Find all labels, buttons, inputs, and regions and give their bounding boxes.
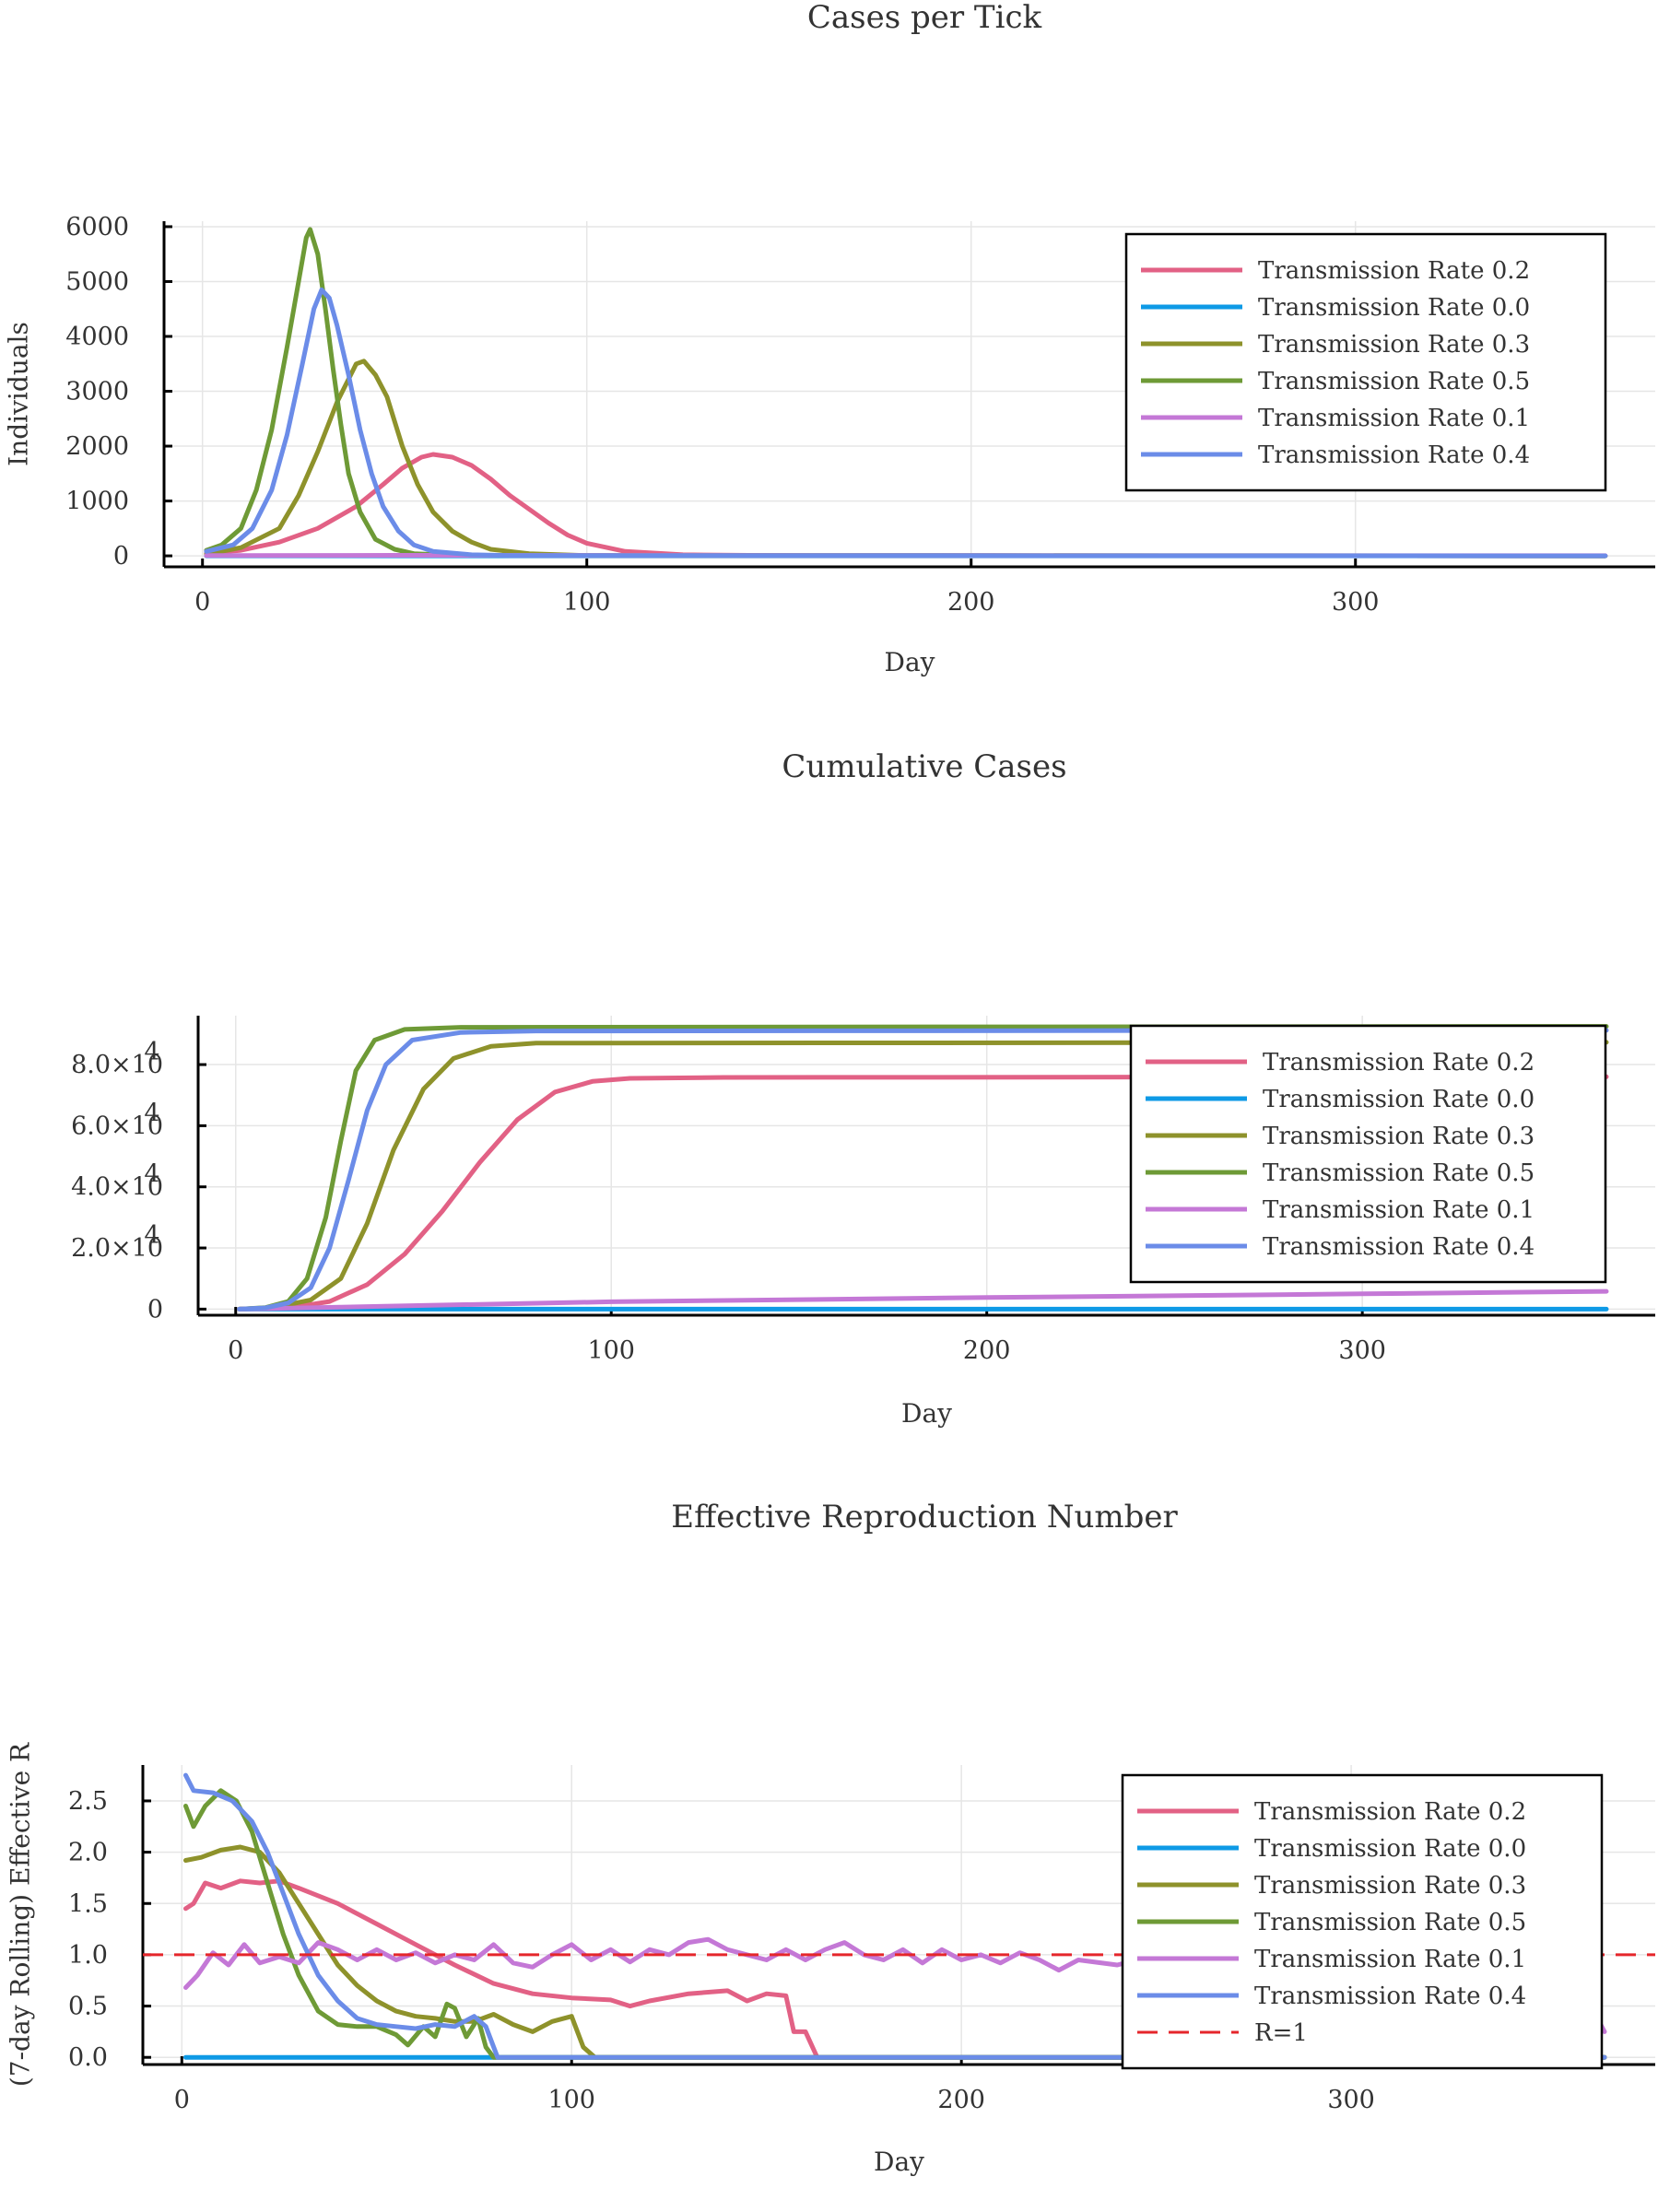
x-tick-label: 100 (547, 2086, 595, 2114)
legend-label-transmission-rate-0-3: Transmission Rate 0.3 (1258, 331, 1530, 359)
y-tick-label: 0.5 (68, 1993, 108, 2021)
x-tick-label: 300 (1332, 588, 1380, 617)
legend-label-transmission-rate-0-0: Transmission Rate 0.0 (1258, 294, 1530, 322)
legend-label-r-1: R=1 (1254, 2019, 1308, 2047)
y-tick-label: 8.0×10 (71, 1051, 163, 1079)
x-tick-label: 0 (228, 1336, 243, 1365)
series-line-transmission-rate-0-4 (204, 287, 1608, 559)
legend-label-transmission-rate-0-0: Transmission Rate 0.0 (1263, 1086, 1535, 1113)
series-line-transmission-rate-0-2 (183, 1878, 1607, 2060)
y-tick-label: 2.5 (68, 1787, 108, 1816)
y-tick-label: 5000 (65, 267, 129, 296)
x-tick-label: 300 (1327, 2086, 1375, 2114)
series-group (237, 1024, 1609, 1312)
y-tick-label: 6.0×10 (71, 1112, 163, 1140)
legend-label-transmission-rate-0-0: Transmission Rate 0.0 (1254, 1835, 1526, 1863)
x-tick-label: 100 (587, 1336, 635, 1365)
legend-label-transmission-rate-0-1: Transmission Rate 0.1 (1258, 405, 1530, 432)
y-tick-label: 4.0×10 (71, 1173, 163, 1202)
legend-label-transmission-rate-0-5: Transmission Rate 0.5 (1254, 1909, 1526, 1936)
y-tick-label: 6000 (65, 213, 129, 241)
legend: Transmission Rate 0.2 Transmission Rate 0… (1124, 232, 1607, 492)
x-tick-label: 100 (563, 588, 611, 617)
legend-box (1129, 1024, 1607, 1284)
x-tick-label: 0 (194, 588, 210, 617)
x-tick-label: 300 (1338, 1336, 1386, 1365)
series-line-transmission-rate-0-2 (237, 1074, 1609, 1312)
y-tick-label: 2.0×10 (71, 1234, 163, 1263)
y-tick-label: 2000 (65, 432, 129, 461)
series-line-transmission-rate-0-2 (204, 452, 1608, 559)
legend-label-transmission-rate-0-2: Transmission Rate 0.2 (1254, 1798, 1526, 1826)
series-line-transmission-rate-0-1 (237, 1288, 1609, 1312)
y-tick-label: 0 (113, 542, 129, 571)
legend-label-transmission-rate-0-1: Transmission Rate 0.1 (1263, 1196, 1535, 1224)
legend-label-transmission-rate-0-4: Transmission Rate 0.4 (1258, 441, 1530, 469)
chart-title: Cumulative Cases (782, 748, 1066, 785)
y-axis-label: (7-day Rolling) Effective R (6, 1742, 36, 2087)
y-tick-exponent: 4 (144, 1099, 159, 1127)
legend-label-transmission-rate-0-4: Transmission Rate 0.4 (1263, 1233, 1535, 1261)
series-line-transmission-rate-0-3 (204, 359, 1608, 559)
x-tick-label: 0 (174, 2086, 190, 2114)
y-tick-label: 2.0 (68, 1839, 108, 1867)
y-tick-label: 4000 (65, 323, 129, 351)
series-group (204, 227, 1608, 559)
series-line-transmission-rate-0-3 (237, 1040, 1609, 1312)
legend-box (1124, 232, 1607, 492)
chart-title: Effective Reproduction Number (671, 1499, 1178, 1535)
y-tick-label: 0.0 (68, 2043, 108, 2072)
legend-label-transmission-rate-0-4: Transmission Rate 0.4 (1254, 1983, 1526, 2010)
y-tick-exponent: 4 (144, 1038, 159, 1066)
y-tick-label: 1000 (65, 488, 129, 516)
chart-3: Effective Reproduction Number 0 100 200 300 0… (6, 1499, 1655, 2177)
y-axis-label: Individuals (4, 322, 34, 466)
x-axis-label: Day (874, 2147, 924, 2177)
legend-label-transmission-rate-0-5: Transmission Rate 0.5 (1258, 368, 1530, 395)
y-tick-label: 3000 (65, 378, 129, 406)
x-axis-label: Day (885, 647, 935, 677)
legend: Transmission Rate 0.2 Transmission Rate 0… (1129, 1024, 1607, 1284)
legend-label-transmission-rate-0-2: Transmission Rate 0.2 (1263, 1049, 1535, 1077)
legend-label-transmission-rate-0-2: Transmission Rate 0.2 (1258, 257, 1530, 285)
x-tick-label: 200 (937, 2086, 985, 2114)
x-axis-label: Day (901, 1398, 952, 1429)
x-tick-label: 200 (963, 1336, 1011, 1365)
y-tick-label: 1.0 (68, 1941, 108, 1970)
y-tick-exponent: 4 (144, 1160, 159, 1189)
y-tick-exponent: 4 (144, 1221, 159, 1250)
y-tick-label: 0 (147, 1295, 163, 1324)
legend-label-transmission-rate-0-3: Transmission Rate 0.3 (1254, 1872, 1526, 1900)
legend-label-transmission-rate-0-5: Transmission Rate 0.5 (1263, 1159, 1535, 1187)
legend-label-transmission-rate-0-1: Transmission Rate 0.1 (1254, 1946, 1526, 1973)
x-tick-label: 200 (947, 588, 995, 617)
series-line-transmission-rate-0-4 (237, 1028, 1609, 1312)
series-line-transmission-rate-0-5 (204, 227, 1608, 559)
legend-label-transmission-rate-0-3: Transmission Rate 0.3 (1263, 1123, 1535, 1150)
legend: Transmission Rate 0.2 Transmission Rate 0… (1121, 1773, 1604, 2070)
series-line-transmission-rate-0-4 (183, 1772, 1607, 2060)
y-tick-label: 1.5 (68, 1889, 108, 1918)
chart-title: Cases per Tick (807, 0, 1042, 36)
